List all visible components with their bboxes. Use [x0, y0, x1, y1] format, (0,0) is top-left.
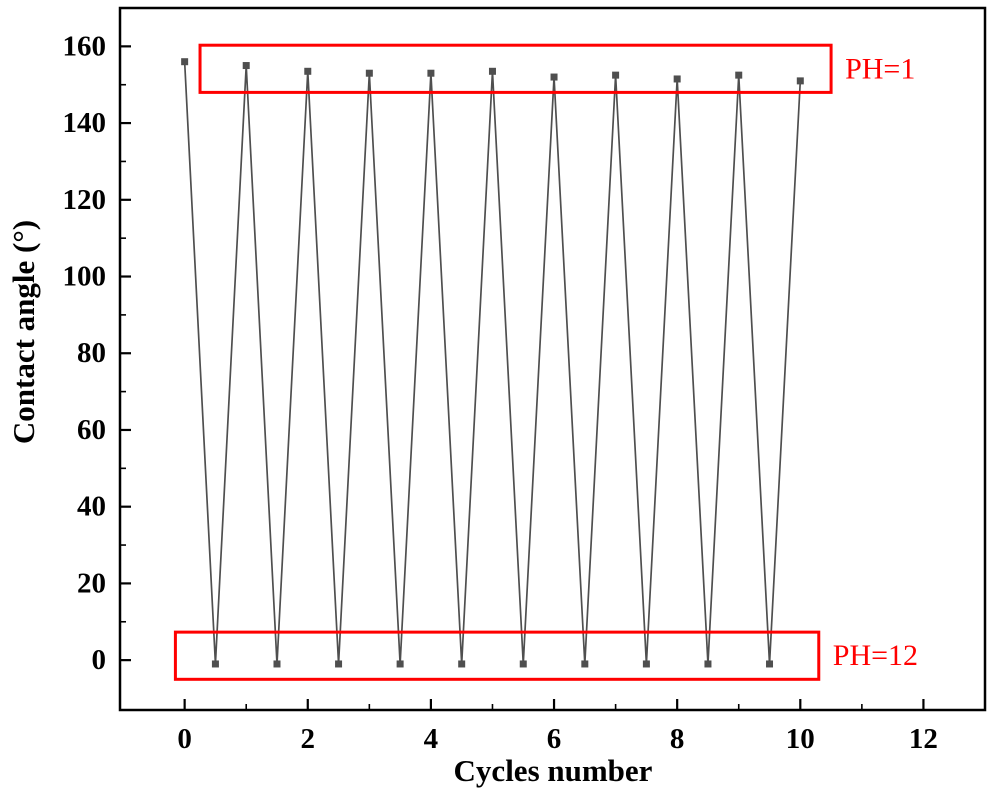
x-tick-label: 4 [424, 723, 439, 755]
data-point-marker [427, 69, 435, 77]
x-tick-label: 6 [547, 723, 562, 755]
data-point-marker [550, 73, 558, 81]
data-point-marker [211, 660, 219, 668]
y-tick-label: 0 [92, 644, 107, 676]
data-point-marker [796, 77, 804, 85]
annotation-box [198, 43, 833, 94]
x-tick-label: 8 [670, 723, 685, 755]
x-tick-label: 0 [177, 723, 192, 755]
data-point-marker [242, 62, 250, 70]
y-tick-label: 140 [63, 107, 107, 139]
y-tick-label: 160 [63, 30, 107, 62]
y-axis-title: Contact angle (°) [6, 219, 41, 445]
data-point-marker [673, 75, 681, 83]
data-point-marker [304, 67, 312, 75]
y-tick-label: 120 [63, 184, 107, 216]
annotation-box [173, 630, 821, 681]
data-point-marker [458, 660, 466, 668]
data-point-marker [642, 660, 650, 668]
data-point-marker [766, 660, 774, 668]
y-tick-label: 20 [77, 567, 106, 599]
data-point-marker [273, 660, 281, 668]
y-tick-label: 60 [77, 414, 106, 446]
data-point-marker [612, 71, 620, 79]
data-point-marker [488, 67, 496, 75]
data-point-marker [519, 660, 527, 668]
data-point-marker [335, 660, 343, 668]
y-tick-label: 40 [77, 491, 106, 523]
annotation-label: PH=1 [845, 52, 915, 85]
plot-border [118, 6, 987, 712]
annotation-label: PH=12 [833, 639, 918, 672]
series-line [183, 61, 802, 665]
x-axis-title: Cycles number [453, 753, 653, 788]
data-point-marker [365, 69, 373, 77]
x-tick-label: 2 [301, 723, 316, 755]
data-point-marker [396, 660, 404, 668]
x-tick-label: 12 [909, 723, 938, 755]
data-point-marker [581, 660, 589, 668]
data-point-marker [735, 71, 743, 79]
y-tick-label: 100 [63, 261, 107, 293]
y-tick-label: 80 [77, 337, 106, 369]
x-tick-label: 10 [786, 723, 815, 755]
data-point-marker [181, 58, 189, 66]
data-point-marker [704, 660, 712, 668]
